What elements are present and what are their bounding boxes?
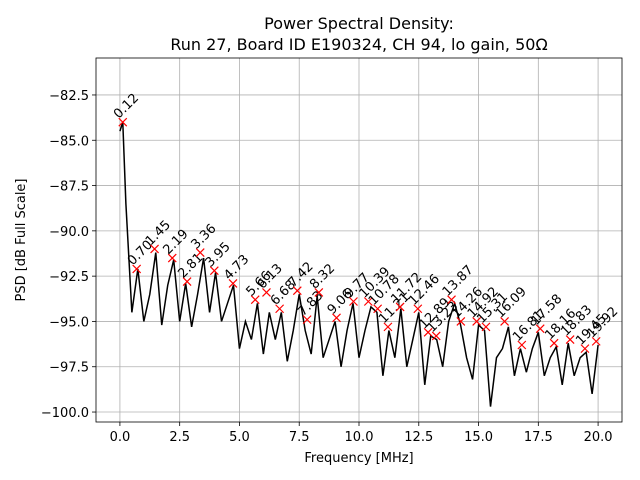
peak-marker xyxy=(500,317,510,326)
y-tick-label: −97.5 xyxy=(49,361,89,376)
y-tick-label: −100.0 xyxy=(41,406,89,421)
peak-marker xyxy=(132,264,142,274)
peak-marker xyxy=(349,297,358,306)
peak-marker xyxy=(150,244,160,254)
peak-marker xyxy=(413,304,423,314)
chart-subtitle: Run 27, Board ID E190324, CH 94, lo gain… xyxy=(170,35,547,54)
peak-marker xyxy=(580,344,590,354)
peak-marker xyxy=(456,317,466,326)
peak-marker xyxy=(472,317,482,326)
peak-marker xyxy=(447,295,456,305)
peak-marker xyxy=(118,117,128,127)
peak-marker xyxy=(549,338,559,348)
peak-marker xyxy=(565,335,575,344)
peak-marker xyxy=(195,248,205,258)
peak-marker xyxy=(228,278,238,288)
y-tick-label: −87.5 xyxy=(49,180,89,195)
peak-marker xyxy=(209,266,219,276)
x-tick-label: 15.0 xyxy=(464,430,493,445)
peak-marker xyxy=(591,336,601,346)
y-tick-label: −95.0 xyxy=(49,315,89,330)
peak-marker xyxy=(363,297,373,306)
peak-marker xyxy=(250,295,260,305)
y-tick-label: −82.5 xyxy=(49,89,89,104)
chart-title: Power Spectral Density: xyxy=(264,14,454,33)
y-tick-label: −92.5 xyxy=(49,270,89,285)
peak-marker xyxy=(431,331,441,341)
psd-line xyxy=(119,121,599,407)
x-tick-label: 20.0 xyxy=(584,430,613,445)
peak-marker xyxy=(395,302,405,312)
axes-frame xyxy=(95,57,623,423)
x-tick-label: 12.5 xyxy=(404,430,433,445)
peak-marker xyxy=(383,322,393,332)
y-axis-label: PSD [dB Full Scale] xyxy=(14,178,29,301)
peak-marker xyxy=(535,324,545,334)
peak-marker xyxy=(314,288,324,297)
peak-marker xyxy=(423,327,433,337)
x-tick-label: 5.0 xyxy=(229,430,250,445)
peak-marker xyxy=(373,304,383,314)
x-axis-label: Frequency [MHz] xyxy=(304,451,413,466)
peak-marker xyxy=(302,315,312,325)
x-tick-label: 0.0 xyxy=(110,430,131,445)
y-tick-label: −85.0 xyxy=(49,134,89,149)
x-tick-label: 2.5 xyxy=(169,430,190,445)
peak-marker xyxy=(182,277,192,287)
peak-marker xyxy=(262,288,271,297)
peak-marker xyxy=(332,313,341,323)
y-tick-label: −90.0 xyxy=(49,225,89,240)
peak-marker xyxy=(481,322,491,332)
x-tick-label: 10.0 xyxy=(345,430,374,445)
peak-marker xyxy=(167,253,177,263)
peak-marker xyxy=(517,340,527,350)
peak-marker xyxy=(275,304,285,314)
peak-marker xyxy=(292,286,302,296)
x-tick-label: 17.5 xyxy=(524,430,553,445)
x-tick-label: 7.5 xyxy=(289,430,310,445)
